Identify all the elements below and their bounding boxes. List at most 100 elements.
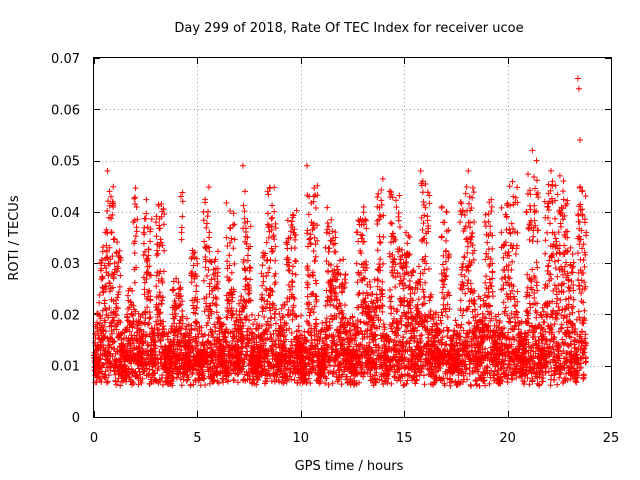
data-point: [239, 162, 246, 169]
x-tick-label: 20: [499, 431, 516, 446]
data-point: [202, 196, 209, 203]
data-point: [152, 339, 159, 346]
data-point: [342, 302, 349, 309]
data-point: [377, 256, 384, 263]
data-point: [109, 353, 116, 360]
data-point: [479, 310, 486, 317]
data-point: [259, 308, 266, 315]
data-point: [110, 202, 117, 209]
data-point: [131, 279, 138, 286]
data-point: [158, 201, 165, 208]
data-point: [129, 287, 136, 294]
data-point: [205, 312, 212, 319]
data-point: [463, 306, 470, 313]
data-point: [124, 317, 131, 324]
data-point: [178, 224, 185, 231]
data-point: [231, 221, 238, 228]
data-point: [386, 188, 393, 195]
data-point: [297, 312, 304, 319]
data-point: [130, 339, 137, 346]
data-point: [135, 365, 142, 372]
data-point: [325, 249, 332, 256]
data-point: [155, 305, 162, 312]
data-point: [151, 325, 158, 332]
data-point: [94, 325, 101, 332]
y-tick-label: 0.02: [51, 308, 80, 323]
data-point: [116, 247, 123, 254]
data-point: [342, 271, 349, 278]
data-point: [387, 298, 394, 305]
data-point: [204, 272, 211, 279]
data-point: [115, 289, 122, 296]
data-point: [269, 214, 276, 221]
data-point: [169, 311, 176, 318]
data-point: [105, 372, 112, 379]
data-point: [378, 187, 385, 194]
data-point: [307, 380, 314, 387]
data-point: [178, 324, 185, 331]
data-point: [471, 219, 478, 226]
data-point: [395, 217, 402, 224]
data-point: [158, 213, 165, 220]
data-point: [284, 217, 291, 224]
data-point: [417, 167, 424, 174]
data-point: [416, 279, 423, 286]
data-point: [421, 293, 428, 300]
data-point: [444, 327, 451, 334]
data-point: [484, 308, 491, 315]
data-point: [157, 293, 164, 300]
data-point: [533, 157, 540, 164]
data-point: [179, 213, 186, 220]
data-point: [286, 267, 293, 274]
data-point: [96, 299, 103, 306]
data-point: [194, 319, 201, 326]
data-point: [388, 220, 395, 227]
data-point: [132, 233, 139, 240]
data-point: [289, 279, 296, 286]
data-point: [332, 248, 339, 255]
data-point: [462, 190, 469, 197]
data-point: [186, 357, 193, 364]
data-point: [131, 250, 138, 257]
data-point: [159, 279, 166, 286]
data-point: [185, 374, 192, 381]
data-point: [109, 253, 116, 260]
data-point: [548, 167, 555, 174]
data-point: [465, 167, 472, 174]
data-point: [102, 368, 109, 375]
data-point: [100, 324, 107, 331]
data-point: [471, 296, 478, 303]
data-point: [191, 249, 198, 256]
data-point: [156, 243, 163, 250]
data-point: [204, 319, 211, 326]
data-point: [115, 305, 122, 312]
data-point: [231, 236, 238, 243]
data-point: [369, 291, 376, 298]
data-point: [143, 210, 150, 217]
data-point: [97, 355, 104, 362]
data-point: [355, 238, 362, 245]
data-point: [420, 220, 427, 227]
data-point: [140, 240, 147, 247]
data-point: [174, 336, 181, 343]
data-point: [147, 228, 154, 235]
data-point: [153, 283, 160, 290]
data-point: [111, 367, 118, 374]
data-point: [106, 357, 113, 364]
data-point: [107, 256, 114, 263]
data-point: [126, 328, 133, 335]
data-point: [469, 184, 476, 191]
data-point: [230, 245, 237, 252]
data-point: [360, 209, 367, 216]
data-point: [179, 189, 186, 196]
data-point: [105, 260, 112, 267]
data-point: [265, 191, 272, 198]
data-point: [206, 283, 213, 290]
data-point: [144, 321, 151, 328]
data-point: [106, 280, 113, 287]
data-point: [143, 196, 150, 203]
y-tick-label: 0.06: [51, 103, 80, 118]
data-point: [243, 275, 250, 282]
data-point: [388, 310, 395, 317]
data-point: [190, 381, 197, 388]
